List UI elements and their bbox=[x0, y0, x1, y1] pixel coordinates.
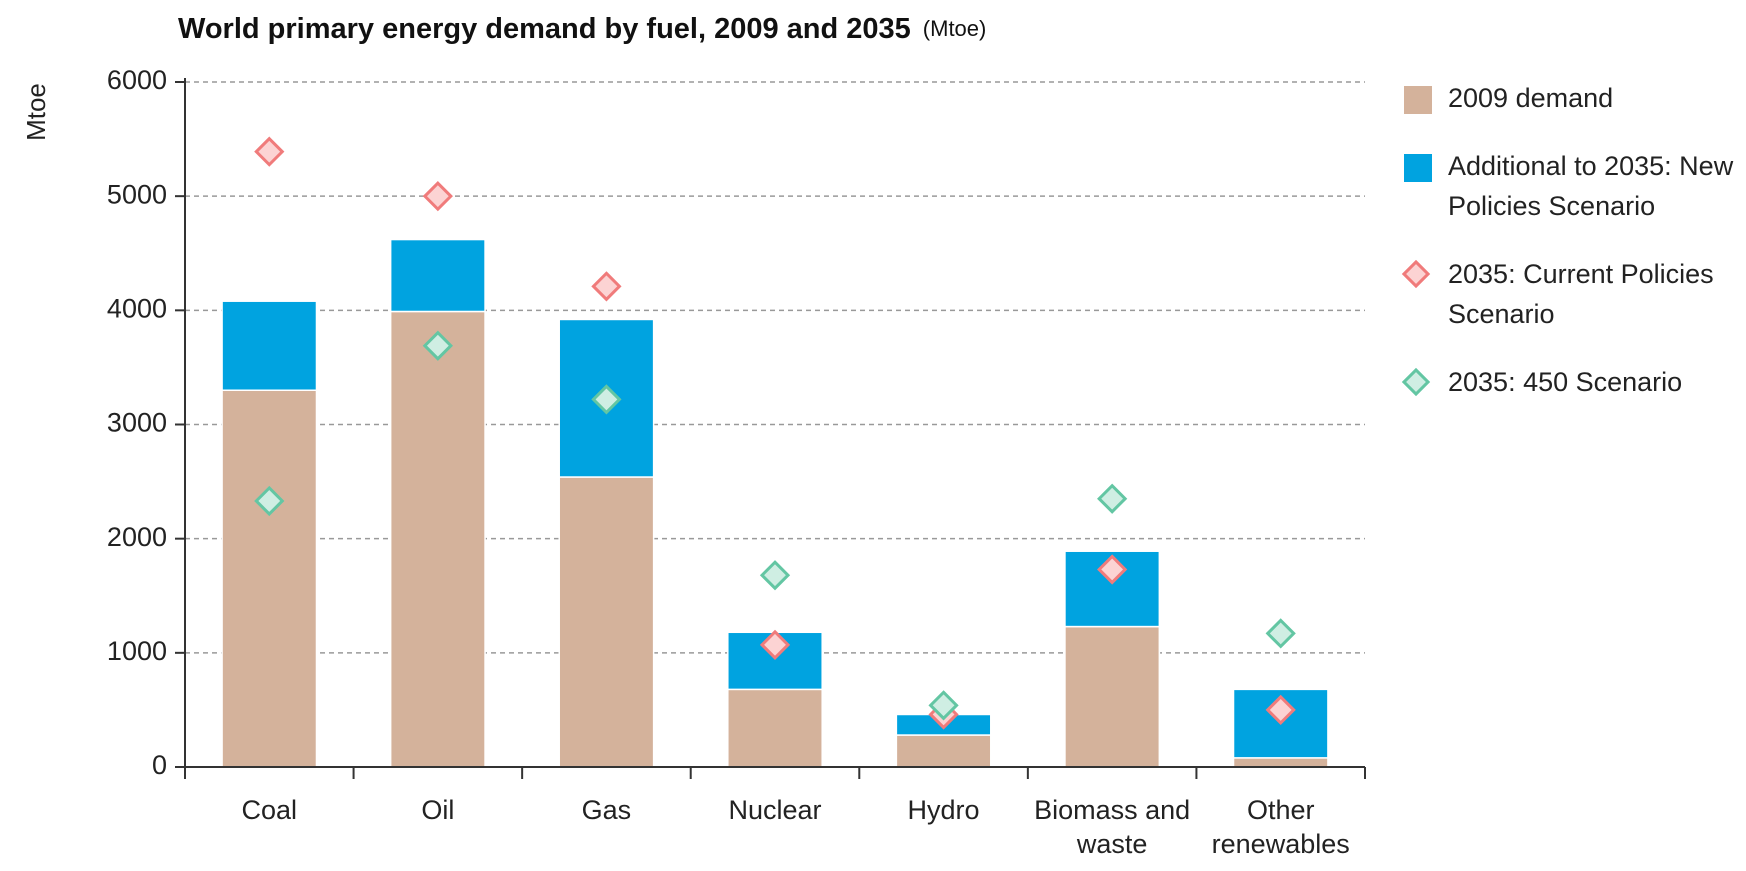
bar-segment bbox=[221, 300, 318, 392]
marker bbox=[759, 629, 791, 660]
marker bbox=[1265, 618, 1296, 649]
legend-item: 2035: Current Policies Scenario bbox=[1401, 254, 1742, 334]
legend-label: 2009 demand bbox=[1448, 83, 1614, 113]
legend-item: Additional to 2035: New Policies Scenari… bbox=[1402, 146, 1742, 226]
marker bbox=[591, 271, 622, 302]
legend-swatch bbox=[1404, 86, 1432, 114]
x-tick-label: Biomass and waste bbox=[1034, 795, 1191, 859]
bar-segment bbox=[1064, 625, 1161, 768]
bar-segment bbox=[221, 389, 318, 768]
title-text: World primary energy demand by fuel, 200… bbox=[178, 13, 911, 45]
y-tick-label: 5000 bbox=[107, 179, 167, 209]
marker bbox=[1097, 483, 1128, 514]
bar-segment bbox=[895, 734, 992, 768]
marker bbox=[254, 136, 285, 167]
marker bbox=[1265, 694, 1296, 726]
marker bbox=[422, 330, 453, 361]
x-tick-label: Nuclear bbox=[728, 795, 822, 825]
y-tick-label: 3000 bbox=[107, 408, 167, 438]
x-tick-label: Other renewables bbox=[1211, 795, 1350, 859]
marker bbox=[591, 384, 622, 415]
marker bbox=[759, 560, 791, 591]
y-tick-label: 4000 bbox=[107, 293, 167, 323]
legend-item: 2009 demand bbox=[1402, 78, 1742, 118]
bar-segment bbox=[1232, 757, 1329, 768]
legend: 2009 demand Additional to 2035: New Polic… bbox=[1401, 78, 1742, 430]
y-tick-label: 1000 bbox=[107, 636, 167, 666]
chart-title: World primary energy demand by fuel, 200… bbox=[178, 13, 986, 45]
legend-marker bbox=[1401, 259, 1431, 289]
y-axis-label: Mtoe bbox=[21, 83, 51, 141]
legend-label: Additional to 2035: New Policies Scenari… bbox=[1448, 151, 1734, 221]
bar-segment bbox=[727, 688, 823, 768]
bar-segment bbox=[558, 476, 655, 768]
legend-label: 2035: Current Policies Scenario bbox=[1448, 259, 1714, 329]
bar-segment bbox=[389, 310, 486, 768]
legend-marker bbox=[1401, 367, 1431, 397]
y-tick-label: 0 bbox=[152, 750, 167, 780]
x-tick-label: Gas bbox=[581, 795, 632, 825]
x-tick-label: Coal bbox=[241, 795, 298, 825]
legend-item: 2035: 450 Scenario bbox=[1401, 362, 1742, 402]
marker bbox=[254, 485, 285, 517]
marker bbox=[1097, 554, 1128, 585]
marker bbox=[422, 181, 453, 212]
y-tick-label: 6000 bbox=[107, 65, 167, 95]
subtitle-text: (Mtoe) bbox=[923, 16, 987, 41]
y-tick-label: 2000 bbox=[107, 522, 167, 552]
legend-swatch bbox=[1404, 154, 1432, 182]
x-tick-label: Hydro bbox=[907, 795, 980, 825]
marker bbox=[928, 690, 959, 721]
bar-segment bbox=[389, 238, 486, 313]
x-tick-label: Oil bbox=[421, 795, 455, 825]
legend-label: 2035: 450 Scenario bbox=[1448, 367, 1683, 397]
